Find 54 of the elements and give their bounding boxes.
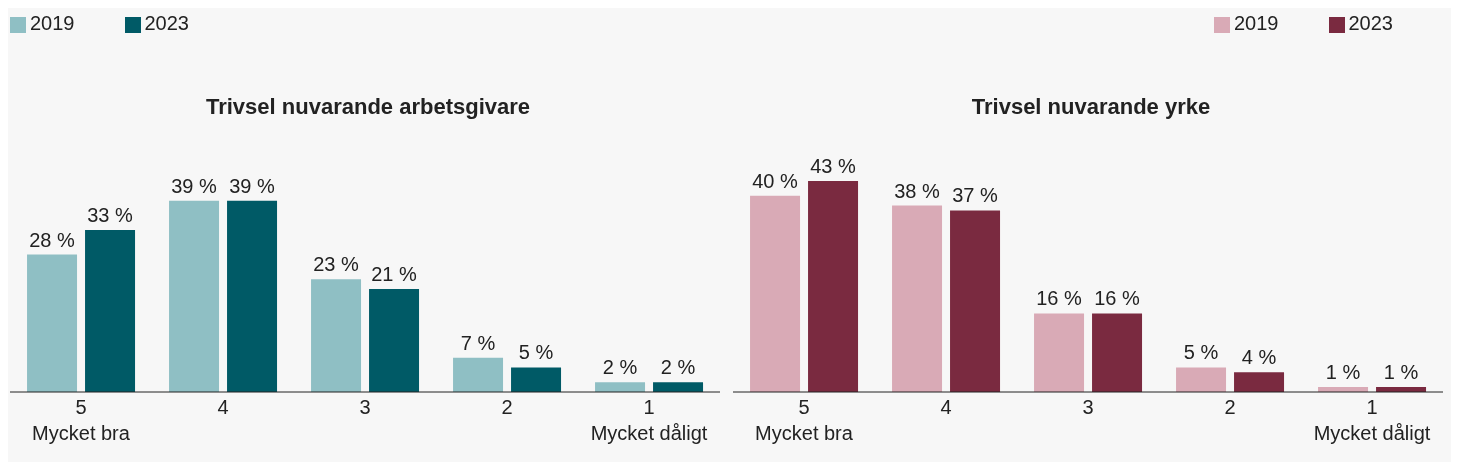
- data-label: 16 %: [1094, 287, 1141, 310]
- data-label: 5 %: [1183, 341, 1219, 364]
- data-label: 16 %: [1036, 287, 1083, 310]
- data-label: 21 %: [371, 262, 418, 285]
- data-label: 40 %: [752, 169, 799, 192]
- x-tick-label: 3: [359, 396, 371, 418]
- bar: [27, 254, 78, 392]
- bar: [1092, 313, 1143, 392]
- legend-label: 2019: [1234, 12, 1279, 34]
- data-label: 39 %: [171, 174, 218, 197]
- bar: [892, 205, 943, 392]
- legend-label: 2023: [144, 12, 189, 34]
- data-label: 7 %: [460, 331, 496, 354]
- bar: [595, 382, 646, 392]
- bar: [1034, 313, 1085, 392]
- x-tick-label: 5 Mycket bra: [755, 396, 854, 444]
- data-label: 1 %: [1383, 361, 1419, 384]
- bar: [1234, 372, 1285, 392]
- x-tick-label: 1 Mycket dåligt: [590, 396, 708, 444]
- x-tick-label: 4: [940, 396, 952, 418]
- legend-label: 2023: [1348, 12, 1393, 34]
- data-label: 23 %: [313, 253, 360, 276]
- x-tick-label: 1 Mycket dåligt: [1313, 396, 1431, 444]
- data-label: 2 %: [660, 356, 696, 379]
- bar: [950, 210, 1001, 392]
- bar: [169, 200, 220, 392]
- bar: [1176, 367, 1227, 392]
- x-tick-label: 2: [501, 396, 513, 418]
- data-label: 39 %: [229, 174, 276, 197]
- data-label: 2 %: [602, 356, 638, 379]
- bar: [511, 367, 562, 392]
- data-label: 43 %: [810, 155, 857, 177]
- bar: [311, 279, 362, 392]
- x-tick-label: 4: [217, 396, 229, 418]
- data-label: 38 %: [894, 179, 941, 202]
- bar: [85, 230, 136, 392]
- data-label: 33 %: [87, 204, 134, 227]
- bar: [750, 195, 801, 392]
- x-tick-label: 5 Mycket bra: [32, 396, 131, 444]
- bar: [227, 200, 278, 392]
- data-label: 5 %: [518, 341, 554, 364]
- legend-label: 2019: [30, 12, 75, 34]
- bar: [653, 382, 704, 392]
- data-label: 1 %: [1325, 361, 1361, 384]
- data-label: 37 %: [952, 184, 999, 207]
- x-tick-label: 3: [1082, 396, 1094, 418]
- bar: [453, 357, 504, 392]
- bar: [369, 288, 420, 392]
- data-label: 4 %: [1241, 346, 1277, 369]
- x-tick-label: 2: [1224, 396, 1236, 418]
- bar: [808, 181, 859, 392]
- chart-title: Trivsel nuvarande yrke: [970, 94, 1212, 120]
- chart-title: Trivsel nuvarande arbetsgivare: [204, 94, 532, 120]
- data-label: 28 %: [29, 228, 76, 251]
